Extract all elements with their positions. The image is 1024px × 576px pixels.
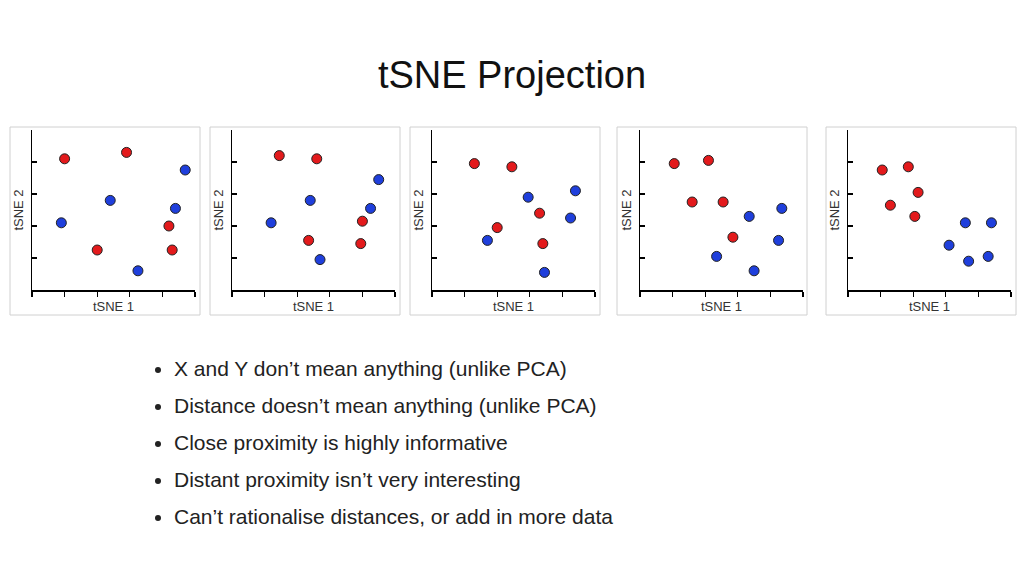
svg-text:tSNE 1: tSNE 1 (701, 299, 742, 314)
html-text:Distant proximity isn’t very i: Distant proximity isn’t very interesting (174, 468, 521, 491)
svg-text:tSNE 1: tSNE 1 (93, 299, 134, 314)
html-text:X and Y don’t mean anything (u: X and Y don’t mean anything (unlike PCA) (174, 357, 567, 380)
html-text:Can’t rationalise distances, o: Can’t rationalise distances, or add in m… (174, 505, 613, 528)
svg-text:tSNE Projection: tSNE Projection (378, 54, 646, 96)
html-text:Close proximity is highly info: Close proximity is highly informative (174, 431, 508, 454)
svg-text:tSNE 1: tSNE 1 (493, 299, 534, 314)
svg-text:tSNE 2: tSNE 2 (11, 189, 26, 230)
svg-text:tSNE 1: tSNE 1 (909, 299, 950, 314)
svg-text:tSNE 2: tSNE 2 (827, 189, 842, 230)
svg-text:tSNE 2: tSNE 2 (619, 189, 634, 230)
svg-text:tSNE 2: tSNE 2 (211, 189, 226, 230)
svg-text:tSNE 2: tSNE 2 (411, 189, 426, 230)
svg-text:tSNE 1: tSNE 1 (293, 299, 334, 314)
html-text:Distance doesn’t mean anything: Distance doesn’t mean anything (unlike P… (174, 394, 597, 417)
